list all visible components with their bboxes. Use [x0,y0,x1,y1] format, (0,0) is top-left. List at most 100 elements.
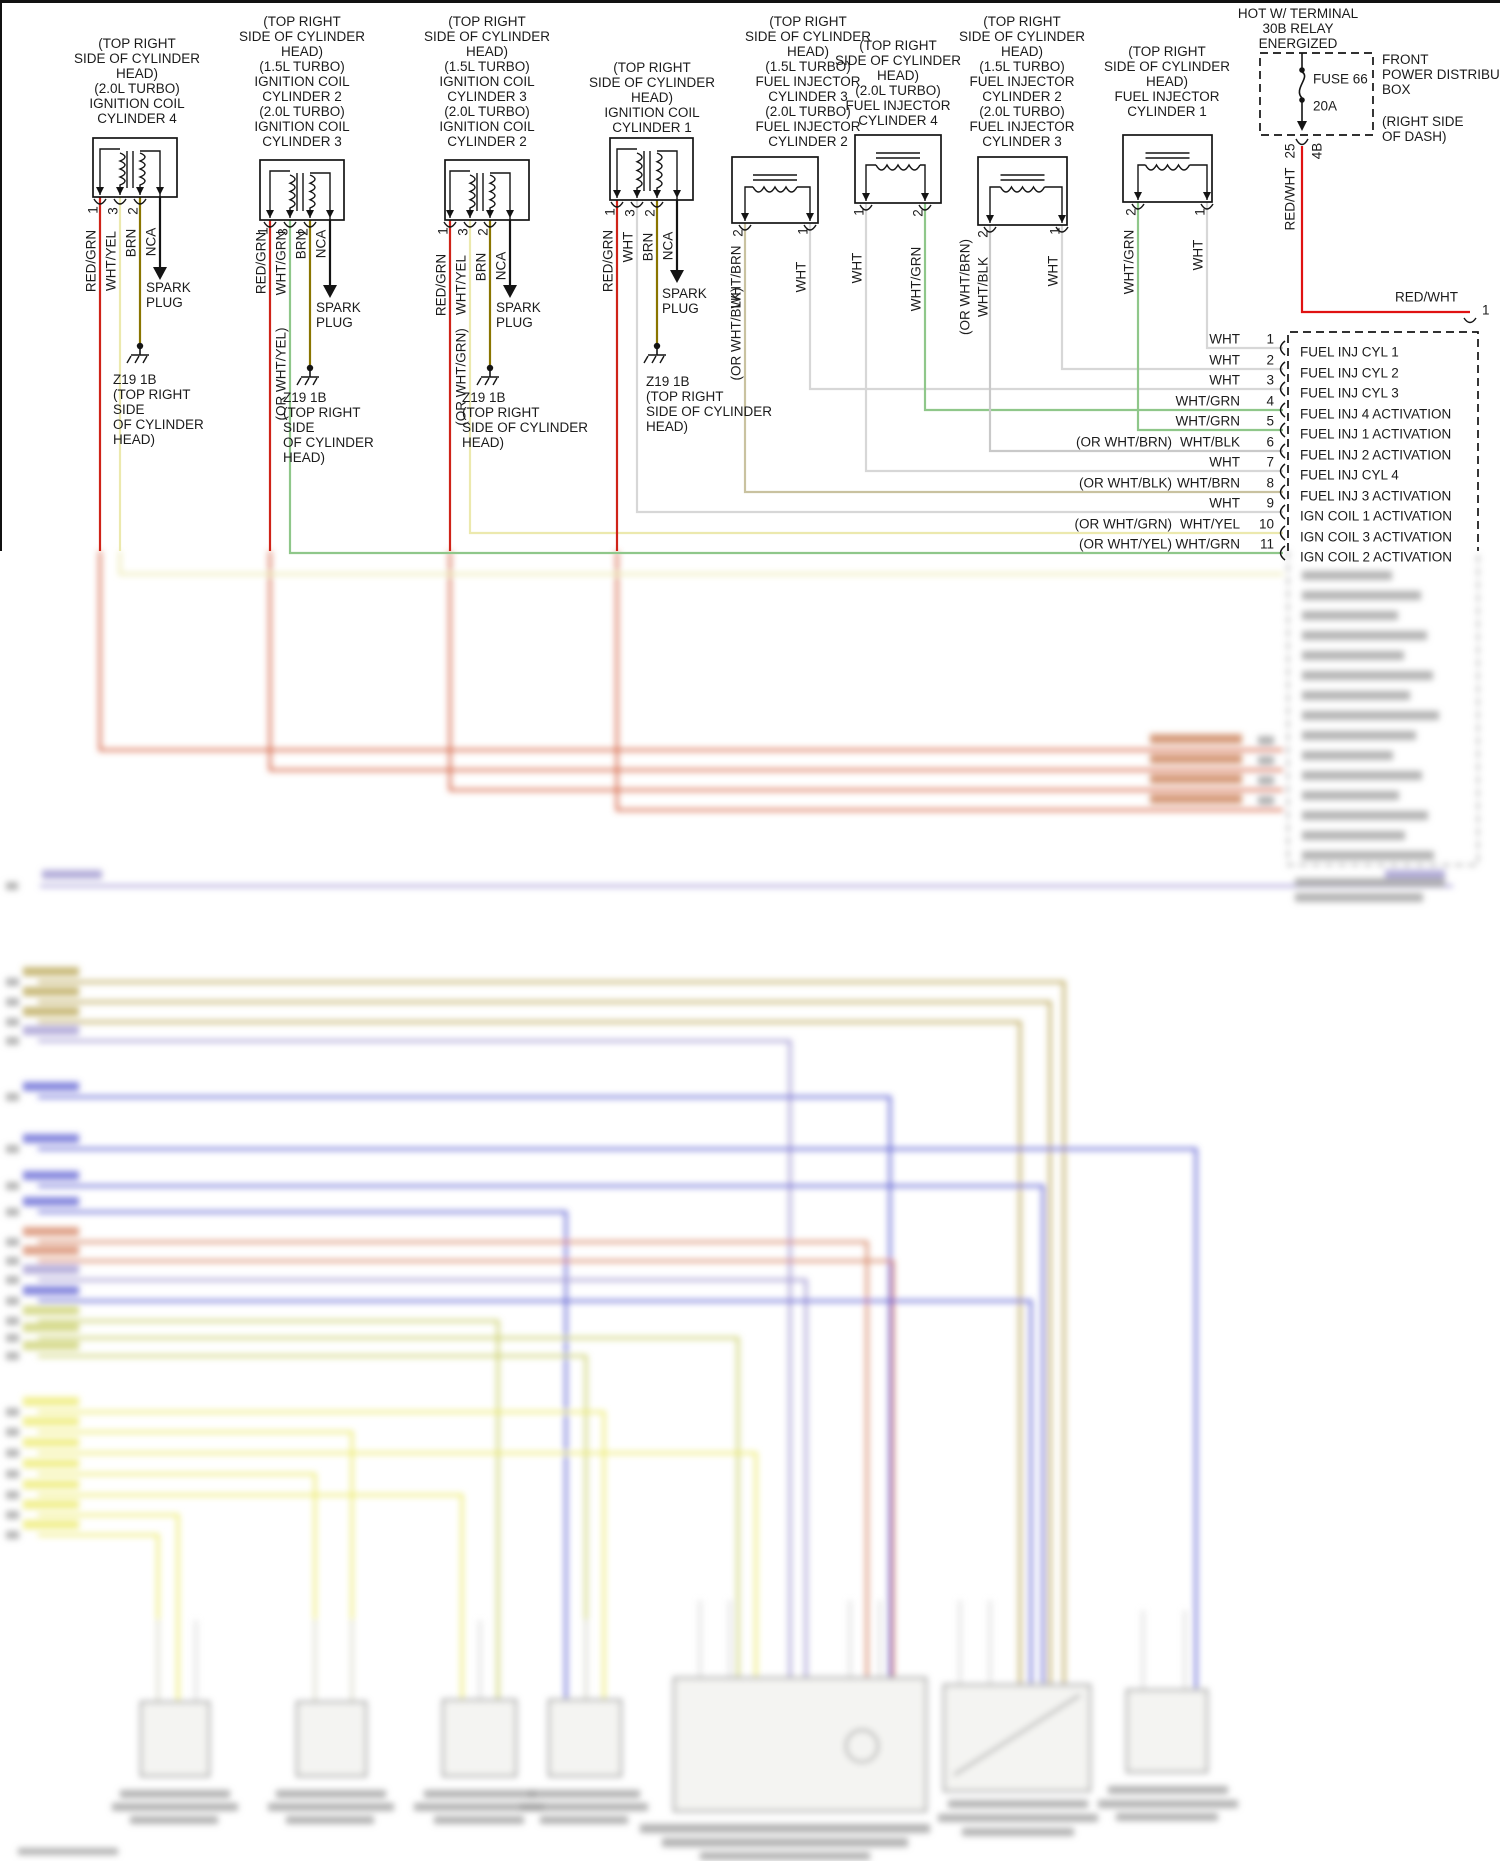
blurred-text [1150,754,1242,764]
blurred-component-box [673,1677,927,1812]
wire-label: NCA [143,227,159,257]
fuse-name: FUSE 66 [1313,71,1368,87]
blurred-text [6,1491,19,1499]
blurred-text [700,1852,870,1860]
blurred-text [434,1816,524,1824]
wire-label: RED/GRN [600,229,616,293]
ignition-coil-box [259,159,345,221]
fuel-injector-box [1122,134,1213,203]
wire-label: (OR WHT/YEL) [1079,536,1172,552]
blurred-text [1295,878,1445,887]
wire-label: WHT/YEL [1179,516,1240,532]
blurred-text [1258,736,1274,745]
blurred-wire [38,1336,740,1678]
pcm-row-label: FUEL INJ CYL 2 [1300,365,1399,381]
pcm-pin: 1 [1482,302,1490,318]
blurred-text [6,1208,19,1216]
blurred-text [130,1816,218,1824]
blurred-text [6,1531,19,1539]
blurred-wire [38,980,1066,1685]
blurred-text [6,1317,19,1325]
pcm-row-label: IGN COIL 3 ACTIVATION [1300,529,1453,545]
wire-label: NCA [493,251,509,281]
blurred-text [23,1007,79,1016]
wire-label: BRN [123,228,139,258]
wire-label: WHT/GRN [1121,229,1137,295]
blurred-component-box [296,1701,367,1777]
pin-number: 3 [622,209,638,217]
wire-label: WHT/GRN [1175,536,1241,552]
blurred-text [1150,774,1242,784]
blurred-wire [38,1278,808,1678]
wire-label: WHT/BLK [1179,434,1240,450]
wire-label: RED/GRN [253,231,269,295]
ground-label: Z19 1B (TOP RIGHT SIDE OF CYLINDER HEAD) [646,374,773,434]
blurred-text [112,1803,238,1811]
fuse-box-label: FRONT POWER DISTRIBUT BOX [1382,52,1500,97]
pin-number: 1 [602,208,618,216]
blurred-text [1302,811,1428,820]
pcm-pin: 10 [1258,516,1274,532]
blurred-text [938,1814,1098,1822]
blurred-wire [38,1000,1052,1685]
blurred-text [662,1838,908,1847]
ground-icon [653,342,661,350]
blurred-wire [38,1020,1022,1685]
blurred-text [23,1286,79,1295]
blurred-text [1302,671,1433,680]
blurred-text [23,1082,79,1091]
blurred-wire [38,1259,895,1678]
blurred-text [1302,831,1405,840]
blurred-text [520,1803,648,1811]
pin-number: 2 [730,229,746,237]
blurred-text [1098,1800,1238,1808]
blurred-text [6,1037,19,1045]
blurred-wire [38,1039,792,1678]
blurred-text [540,1816,628,1824]
wire-label: WHT [849,252,865,284]
pin-number: 2 [1123,208,1139,216]
blurred-text [23,1171,79,1180]
pcm-row-label: FUEL INJ 4 ACTIVATION [1300,406,1452,422]
blurred-wire [38,1319,500,1700]
wire [923,203,1283,412]
blurred-text [6,1145,19,1153]
pcm-pin: 5 [1266,413,1274,429]
blurred-text [6,1257,19,1265]
blurred-text [23,1026,79,1035]
blurred-text [23,1480,79,1489]
blurred-text [268,1803,394,1811]
blurred-text [6,1182,19,1190]
blurred-text [1385,870,1445,879]
blurred-text [1302,631,1427,640]
pcm-row-label: FUEL INJ CYL 1 [1300,344,1399,360]
blurred-text [6,1352,19,1360]
blurred-text [1302,751,1393,760]
blurred-wire [118,551,1283,576]
blurred-text [1302,691,1410,700]
fuse-hot-label: HOT W/ TERMINAL 30B RELAY ENERGIZED [1237,6,1359,51]
blurred-wire [38,1410,606,1700]
wire-label: (OR WHT/BLK) [1079,475,1172,491]
pcm-pin: 4 [1266,393,1274,409]
wire-label: NCA [313,229,329,259]
blurred-text [962,1828,1074,1836]
wire-label: WHT/YEL [103,230,119,292]
blurred-wire [38,1147,1198,1690]
wire-label: WHT [1045,255,1061,287]
left-border [0,0,2,551]
fuel-injector-box [731,156,819,224]
blurred-text [286,1816,374,1824]
blurred-text [6,1093,19,1101]
blurred-text [6,1238,19,1246]
blurred-text [23,1459,79,1468]
blurred-wire [448,551,1283,792]
blurred-component-box [1126,1689,1208,1773]
blurred-text [23,1246,79,1255]
wire-label: RED/WHT [1395,289,1458,305]
blurred-wire [38,1430,354,1702]
spark-plug-label: SPARK PLUG [316,300,361,330]
blurred-text [6,1449,19,1457]
pcm-row-label: FUEL INJ CYL 3 [1300,385,1399,401]
symbols-layer [0,0,1500,561]
